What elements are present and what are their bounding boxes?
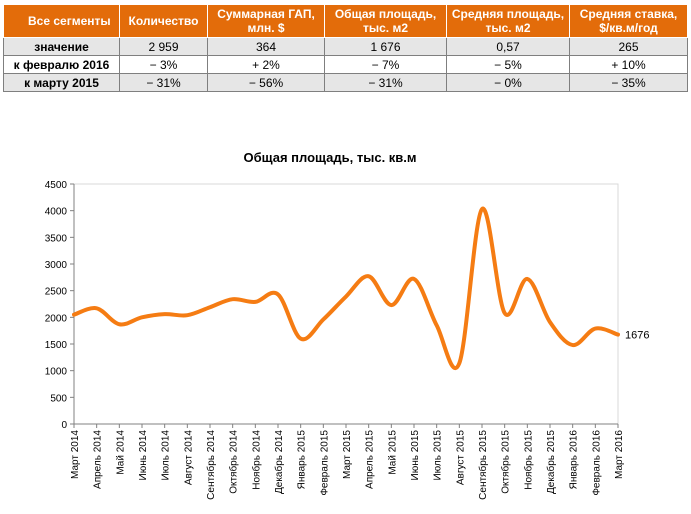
row-label: к марту 2015	[3, 73, 120, 92]
summary-table: Все сегменты Количество Суммарная ГАП, м…	[3, 4, 688, 92]
row-label: значение	[3, 37, 120, 56]
y-tick-label: 2500	[45, 287, 68, 298]
table-cell: + 10%	[569, 55, 688, 74]
y-axis: 0 500 1000 1500 2000 2500 3000 3500 4000 4500	[45, 180, 75, 431]
table-cell: 0,57	[446, 37, 570, 56]
y-tick-label: 3000	[45, 260, 68, 271]
table-cell: − 31%	[324, 73, 447, 92]
x-tick-label: Август 2014	[183, 430, 194, 486]
x-tick-label: Ноябрь 2014	[250, 430, 262, 490]
y-tick-label: 1500	[45, 340, 68, 351]
data-label-last: 1676	[625, 330, 649, 342]
area-line-chart: Общая площадь, тыс. кв.м 0 500 1000 1500 200…	[45, 150, 650, 500]
x-tick-label: Март 2015	[342, 430, 353, 479]
table-cell: − 0%	[446, 73, 570, 92]
x-tick-label: Июль 2015	[433, 430, 444, 481]
x-tick-label: Март 2016	[614, 430, 625, 479]
y-tick-label: 0	[61, 420, 67, 431]
x-tick-label: Декабрь 2014	[273, 430, 285, 494]
x-tick-label: Апрель 2015	[365, 430, 376, 489]
x-tick-label: Август 2015	[455, 430, 466, 486]
table-cell: 265	[569, 37, 688, 56]
x-tick-label: Июнь 2015	[410, 430, 421, 481]
x-tick-label: Июль 2014	[161, 430, 172, 481]
y-tick-label: 2000	[45, 313, 68, 324]
x-tick-label: Май 2015	[387, 430, 398, 475]
table-cell: 364	[207, 37, 325, 56]
table-cell: − 56%	[207, 73, 325, 92]
x-tick-label: Май 2014	[115, 430, 126, 475]
header-average-area: Средняя площадь, тыс. м2	[446, 4, 570, 38]
y-tick-label: 4500	[45, 180, 68, 191]
x-tick-label: Февраль 2016	[591, 430, 602, 496]
header-average-rate: Средняя ставка, $/кв.м/год	[569, 4, 688, 38]
x-tick-label: Октябрь 2015	[500, 430, 512, 494]
series-layer: 1676	[72, 207, 649, 370]
x-tick-label: Сентябрь 2014	[205, 430, 217, 500]
table-cell: − 31%	[119, 73, 208, 92]
row-label: к февралю 2016	[3, 55, 120, 74]
y-tick-label: 1000	[45, 367, 68, 378]
header-count: Количество	[119, 4, 208, 38]
x-tick-label: Март 2014	[70, 430, 81, 479]
x-tick-label: Декабрь 2015	[545, 430, 557, 494]
header-total-area: Общая площадь, тыс. м2	[324, 4, 447, 38]
table-cell: 2 959	[119, 37, 208, 56]
x-tick-label: Январь 2016	[569, 430, 580, 490]
table-cell: − 7%	[324, 55, 447, 74]
header-total-gap: Суммарная ГАП, млн. $	[207, 4, 325, 38]
table-cell: + 2%	[207, 55, 325, 74]
x-tick-label: Сентябрь 2015	[477, 430, 489, 500]
y-tick-label: 500	[50, 393, 67, 404]
x-tick-label: Октябрь 2014	[228, 430, 240, 494]
table-header-row: Все сегменты Количество Суммарная ГАП, м…	[3, 4, 688, 38]
table-cell: − 35%	[569, 73, 688, 92]
x-tick-label: Январь 2015	[297, 430, 308, 490]
header-segments: Все сегменты	[3, 4, 120, 38]
x-tick-label: Апрель 2014	[93, 430, 104, 489]
table-cell: − 3%	[119, 55, 208, 74]
table-cell: − 5%	[446, 55, 570, 74]
chart-title: Общая площадь, тыс. кв.м	[243, 150, 416, 165]
plot-area	[73, 183, 619, 425]
table-row: к февралю 2016 − 3% + 2% − 7% − 5% + 10%	[3, 55, 688, 74]
x-tick-label: Июнь 2014	[138, 430, 149, 481]
y-tick-label: 3500	[45, 233, 68, 244]
y-tick-label: 4000	[45, 207, 68, 218]
table-row: к марту 2015 − 31% − 56% − 31% − 0% − 35…	[3, 73, 688, 92]
series-line	[72, 207, 620, 370]
x-tick-label: Ноябрь 2015	[522, 430, 534, 490]
table-cell: 1 676	[324, 37, 447, 56]
x-tick-label: Февраль 2015	[319, 430, 330, 496]
table-row: значение 2 959 364 1 676 0,57 265	[3, 37, 688, 56]
x-axis: Март 2014 Апрель 2014 Май 2014 Июнь 2014 Июл…	[70, 423, 625, 500]
